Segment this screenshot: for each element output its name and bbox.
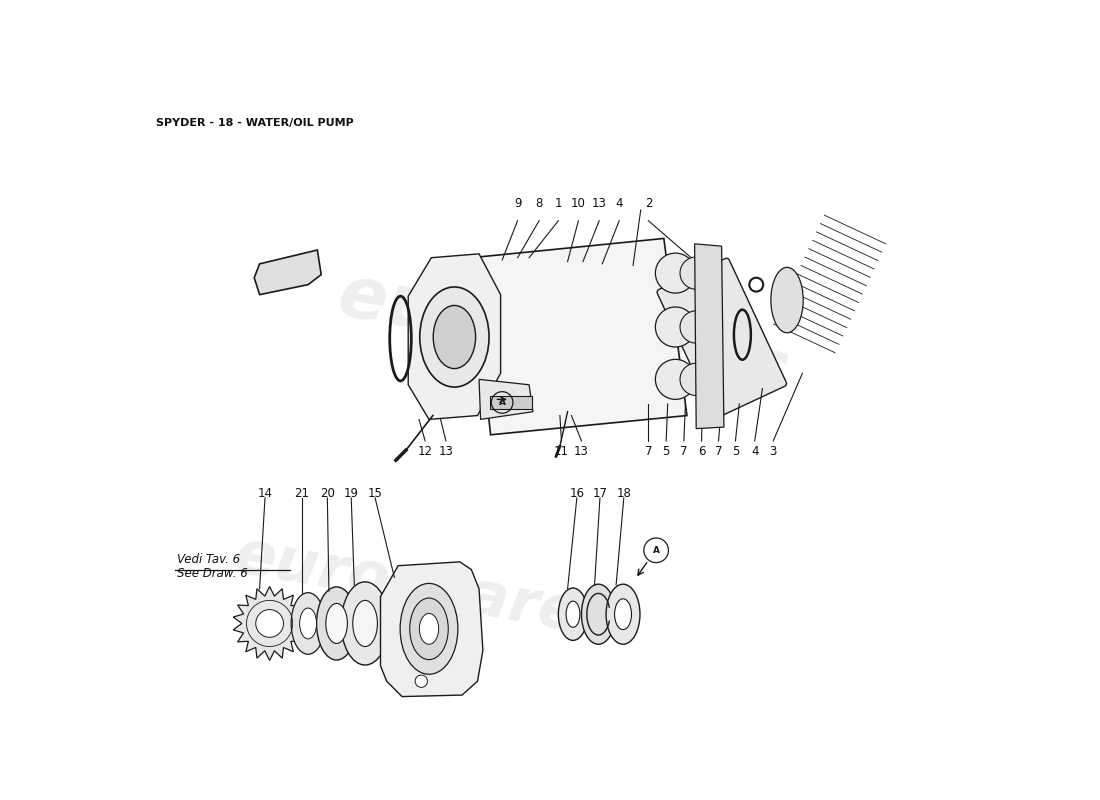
Text: 6: 6 <box>697 445 705 458</box>
Text: 12: 12 <box>418 445 432 458</box>
Text: 7: 7 <box>715 445 723 458</box>
Polygon shape <box>480 379 534 419</box>
Ellipse shape <box>771 267 803 333</box>
Ellipse shape <box>615 599 631 630</box>
Text: eurospares: eurospares <box>230 526 620 651</box>
Text: 20: 20 <box>320 487 334 500</box>
Polygon shape <box>254 250 321 294</box>
Ellipse shape <box>341 582 389 665</box>
Polygon shape <box>472 238 686 435</box>
Ellipse shape <box>353 600 377 646</box>
Text: 13: 13 <box>439 445 453 458</box>
Polygon shape <box>381 562 483 697</box>
Text: 19: 19 <box>343 487 359 500</box>
Text: 9: 9 <box>514 197 521 210</box>
Ellipse shape <box>656 253 695 293</box>
Text: 11: 11 <box>554 445 569 458</box>
Ellipse shape <box>680 257 713 290</box>
Text: A: A <box>652 546 660 555</box>
Text: 13: 13 <box>574 445 589 458</box>
Polygon shape <box>408 254 501 419</box>
Text: 7: 7 <box>680 445 688 458</box>
Text: 1: 1 <box>554 197 562 210</box>
Polygon shape <box>233 586 306 661</box>
Ellipse shape <box>299 608 317 639</box>
Text: SPYDER - 18 - WATER/OIL PUMP: SPYDER - 18 - WATER/OIL PUMP <box>156 118 353 127</box>
Circle shape <box>255 610 284 638</box>
Ellipse shape <box>409 598 449 660</box>
Text: 5: 5 <box>732 445 739 458</box>
Text: 13: 13 <box>592 197 606 210</box>
Bar <box>490 396 532 409</box>
Text: 10: 10 <box>571 197 586 210</box>
Ellipse shape <box>582 584 615 644</box>
FancyBboxPatch shape <box>657 258 786 418</box>
Text: 7: 7 <box>645 445 652 458</box>
Text: 16: 16 <box>570 487 584 500</box>
Text: 4: 4 <box>751 445 759 458</box>
Text: 8: 8 <box>536 197 542 210</box>
Text: See Draw. 6: See Draw. 6 <box>177 566 248 579</box>
Text: A: A <box>498 398 506 407</box>
Ellipse shape <box>566 601 580 627</box>
Text: 3: 3 <box>770 445 777 458</box>
Text: 2: 2 <box>645 197 652 210</box>
Text: 15: 15 <box>367 487 383 500</box>
Ellipse shape <box>559 588 587 640</box>
Polygon shape <box>695 244 724 429</box>
Ellipse shape <box>680 363 713 395</box>
Ellipse shape <box>656 359 695 399</box>
Text: 4: 4 <box>615 197 623 210</box>
Text: 14: 14 <box>257 487 273 500</box>
Ellipse shape <box>606 584 640 644</box>
Ellipse shape <box>292 593 326 654</box>
Circle shape <box>415 675 428 687</box>
Text: Vedi Tav. 6: Vedi Tav. 6 <box>177 553 240 566</box>
Ellipse shape <box>317 587 356 660</box>
Text: 21: 21 <box>295 487 309 500</box>
Ellipse shape <box>680 311 713 343</box>
Ellipse shape <box>419 614 439 644</box>
Ellipse shape <box>420 287 490 387</box>
Text: 17: 17 <box>593 487 607 500</box>
Ellipse shape <box>400 583 458 674</box>
Ellipse shape <box>326 603 348 643</box>
Text: 18: 18 <box>616 487 631 500</box>
Text: 5: 5 <box>662 445 670 458</box>
Ellipse shape <box>656 307 695 347</box>
Text: eurospares: eurospares <box>333 261 794 408</box>
Ellipse shape <box>433 306 475 369</box>
